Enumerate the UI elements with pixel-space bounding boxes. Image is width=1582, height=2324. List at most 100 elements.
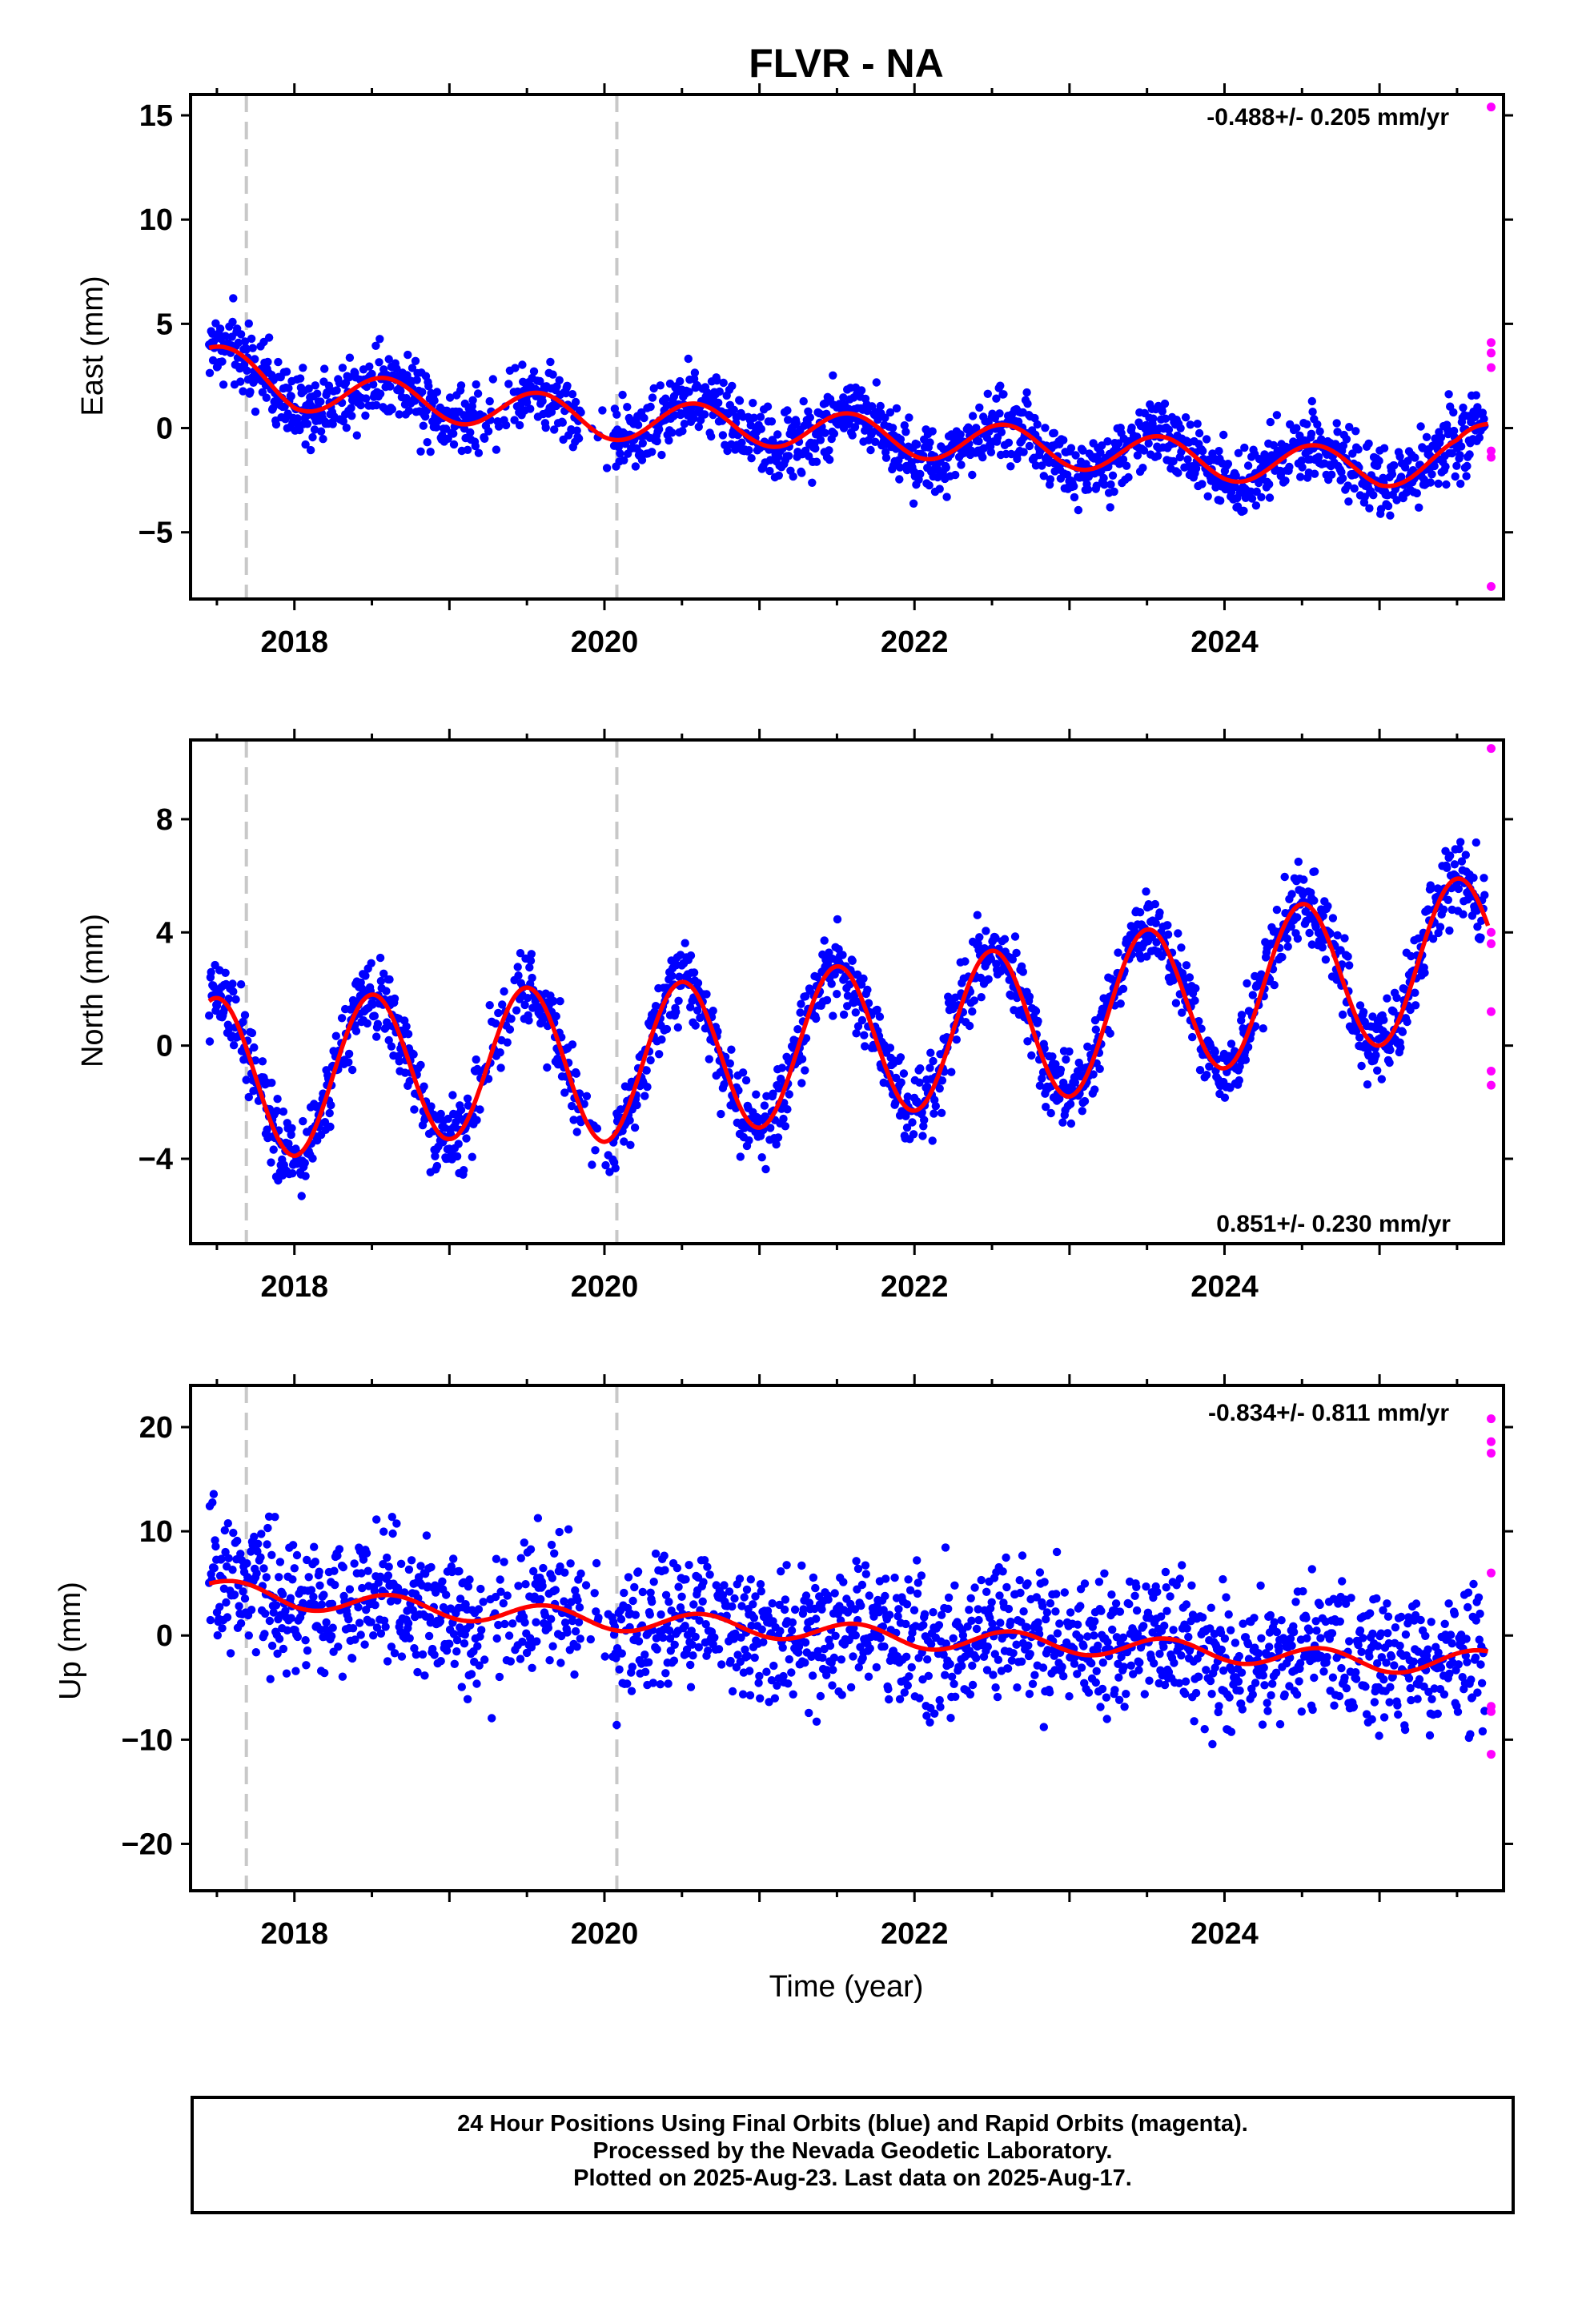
east-final-point — [871, 437, 880, 446]
east-final-point — [418, 388, 427, 396]
north-final-point — [903, 1092, 913, 1101]
up-final-point — [776, 1626, 785, 1635]
up-final-point — [563, 1628, 572, 1637]
north-final-point — [1182, 961, 1191, 970]
up-final-point — [926, 1718, 934, 1727]
north-final-point — [591, 1146, 600, 1155]
up-final-point — [570, 1670, 579, 1679]
east-final-point — [1449, 408, 1458, 417]
north-final-point — [1392, 993, 1401, 1003]
east-final-point — [723, 446, 732, 456]
up-final-point — [1160, 1621, 1169, 1630]
up-final-point — [809, 1573, 818, 1582]
up-final-point — [1181, 1689, 1190, 1699]
north-final-point — [1443, 895, 1453, 905]
up-final-point — [1166, 1592, 1174, 1601]
north-final-point — [977, 993, 986, 1002]
north-final-point — [797, 1055, 807, 1063]
up-final-point — [717, 1660, 726, 1669]
up-final-point — [944, 1593, 954, 1602]
up-final-point — [1051, 1607, 1060, 1616]
north-final-point — [1163, 930, 1173, 939]
east-final-point — [466, 428, 475, 437]
up-final-point — [944, 1604, 953, 1614]
north-final-point — [1385, 1058, 1394, 1068]
north-final-point — [325, 1108, 334, 1118]
north-final-point — [485, 1001, 494, 1010]
up-final-point — [915, 1694, 924, 1703]
north-final-point — [533, 1002, 543, 1011]
east-final-point — [1203, 492, 1212, 501]
north-final-point — [344, 1058, 353, 1067]
east-final-point — [690, 368, 700, 377]
up-final-point — [224, 1554, 233, 1563]
up-final-point — [383, 1571, 393, 1580]
north-final-point — [1373, 1066, 1382, 1076]
north-final-point — [444, 1114, 452, 1124]
up-final-point — [630, 1582, 639, 1592]
up-final-point — [656, 1680, 665, 1689]
east-final-point — [1456, 451, 1464, 460]
up-final-point — [648, 1679, 658, 1687]
up-final-point — [660, 1551, 669, 1560]
north-final-point — [642, 1066, 651, 1075]
north-final-point — [1065, 1047, 1074, 1056]
up-final-point — [222, 1598, 231, 1607]
north-final-point — [1439, 905, 1448, 915]
north-final-point — [370, 1011, 379, 1020]
east-final-point — [670, 411, 679, 420]
north-final-point — [1411, 988, 1419, 997]
north-final-point — [1023, 1037, 1032, 1046]
up-final-point — [865, 1644, 874, 1653]
east-final-point — [1281, 476, 1290, 485]
north-final-point — [643, 1083, 652, 1092]
up-final-point — [1024, 1641, 1033, 1650]
up-final-point — [492, 1554, 501, 1563]
north-final-point — [516, 949, 525, 958]
east-final-point — [234, 338, 243, 348]
north-final-point — [951, 993, 960, 1002]
up-final-point — [1150, 1659, 1158, 1668]
east-final-point — [1441, 462, 1450, 471]
up-final-point — [664, 1679, 673, 1688]
east-final-point — [541, 423, 550, 432]
north-final-point — [405, 1076, 414, 1086]
north-final-point — [973, 911, 982, 919]
east-final-point — [529, 367, 539, 376]
east-final-point — [652, 436, 661, 446]
east-final-point — [221, 332, 230, 340]
east-final-point — [616, 449, 624, 458]
east-ylabel: East (mm) — [76, 275, 110, 416]
up-final-point — [1042, 1608, 1052, 1617]
north-final-point — [205, 1037, 215, 1046]
north-final-point — [1174, 929, 1182, 938]
north-final-point — [1476, 933, 1485, 943]
east-final-point — [352, 431, 361, 440]
east-final-point — [1071, 451, 1080, 460]
east-final-point — [555, 376, 564, 384]
up-final-point — [1053, 1629, 1062, 1638]
north-final-point — [801, 1066, 809, 1075]
north-final-point — [1150, 899, 1160, 909]
north-final-point — [514, 971, 523, 980]
east-final-point — [995, 409, 1004, 418]
north-final-point — [395, 1057, 404, 1066]
up-final-point — [379, 1527, 388, 1536]
up-final-point — [902, 1600, 912, 1609]
north-final-point — [1070, 1078, 1080, 1088]
north-final-point — [801, 1034, 811, 1043]
east-final-point — [1447, 448, 1456, 458]
north-final-point — [1000, 935, 1010, 943]
up-final-point — [1091, 1678, 1101, 1687]
up-final-point — [1052, 1590, 1061, 1598]
up-final-point — [780, 1605, 789, 1614]
east-final-point — [218, 357, 227, 366]
east-final-point — [1364, 439, 1373, 448]
north-final-point — [779, 1114, 788, 1124]
north-final-point — [875, 1012, 885, 1021]
north-final-point — [918, 1132, 927, 1140]
up-final-point — [211, 1542, 220, 1551]
north-final-point — [231, 995, 240, 1004]
north-final-point — [793, 1025, 802, 1034]
